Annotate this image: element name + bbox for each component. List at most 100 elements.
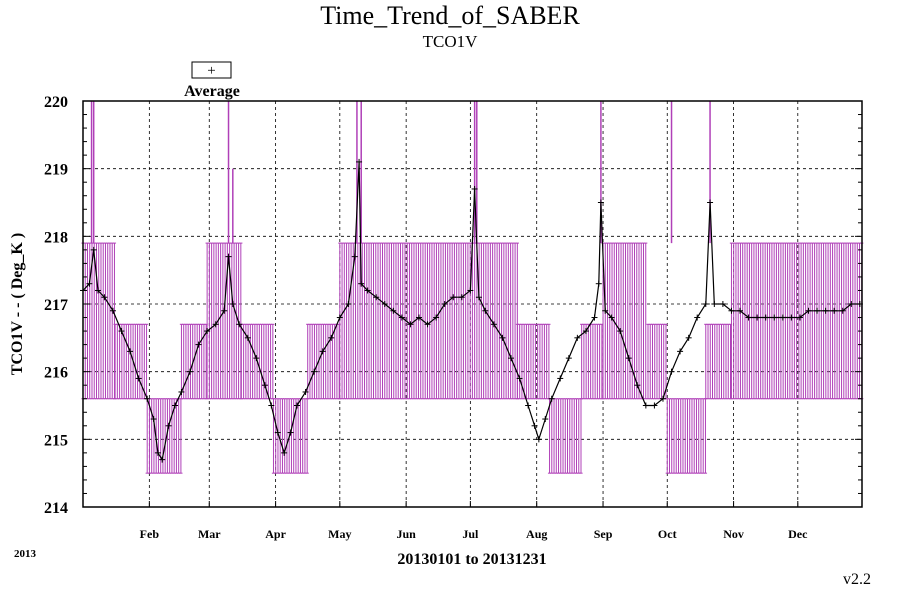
average-point [390,307,397,314]
x-axis-label: 20130101 to 20131231 [397,551,546,568]
average-point [144,395,151,402]
average-point [814,307,821,314]
axes [82,100,863,508]
x-tick-label: Feb [140,527,160,541]
average-point [261,382,268,389]
average-point [281,449,288,456]
average-point [848,301,855,307]
average-point [625,355,632,362]
average-point [187,368,194,375]
legend-symbol: + [207,63,215,79]
y-axis-label: TCO1V - - ( Deg_K ) [9,233,26,375]
average-point [557,375,564,382]
y-tick-label: 217 [44,297,68,314]
average-point [471,185,478,192]
average-point [433,314,440,321]
average-point [642,402,649,409]
year-label: 2013 [14,548,37,560]
average-point [608,314,615,321]
average-line [82,161,860,462]
x-tick-label: Apr [265,527,286,541]
x-tick-label: Aug [526,527,547,541]
average-point [373,294,380,301]
average-point [525,402,532,409]
average-point [542,416,549,423]
average-point [336,314,343,321]
average-point [482,307,489,314]
version-label: v2.2 [843,571,871,588]
average-point [805,307,812,314]
average-point [294,402,301,409]
x-tick-label: Mar [198,527,221,541]
average-point [86,280,93,287]
average-point [154,449,161,456]
average-point [668,368,675,375]
average-point [172,402,179,409]
average-point [118,328,125,335]
average-point [796,314,803,321]
average-point [450,294,457,301]
average-point [381,301,388,307]
x-tick-label: Nov [723,527,744,541]
average-point [516,375,523,382]
average-point [737,307,744,314]
average-point [754,314,761,321]
average-point [719,301,726,307]
average-point [358,280,365,287]
average-point [779,314,786,321]
average-point [831,307,838,314]
x-tick-label: Jun [396,527,416,541]
average-point [253,355,260,362]
average-point [490,321,497,328]
average-point [659,395,666,402]
average-point [127,348,134,355]
average-point [574,334,581,341]
average-point [458,294,465,301]
average-point [109,307,116,314]
average-point [467,287,474,294]
average-point [364,287,371,294]
average-point [548,395,555,402]
average-point [225,253,232,260]
average-point [711,301,718,307]
average-point [685,334,692,341]
x-tick-labels: Feb Mar Apr May Jun Jul Aug Sep Oct Nov Dec [140,527,808,541]
average-point [822,307,829,314]
average-point [745,314,752,321]
average-point [328,334,335,341]
chart-title: Time_Trend_of_SABER [320,1,580,30]
average-point [268,402,275,409]
average-point [274,429,281,436]
legend-box [191,61,232,79]
average-point [839,307,846,314]
average-point [788,314,795,321]
average-point [535,436,542,443]
average-point [582,328,589,335]
average-point [221,307,228,314]
x-tick-label: Jul [462,527,479,541]
average-point [441,301,448,307]
average-point [508,355,515,362]
x-tick-label: May [328,527,351,541]
average-point [287,429,294,436]
average-point [531,422,538,429]
chart-subtitle: TCO1V [423,32,479,51]
average-point [677,348,684,355]
average-point [229,301,236,307]
average-point [135,375,142,382]
average-point [762,314,769,321]
average-point [424,321,431,328]
average-point [302,388,309,395]
average-point [602,307,609,314]
average-point [195,341,202,348]
average-point [94,287,101,294]
average-point [398,314,405,321]
average-point [236,321,243,328]
x-tick-label: Sep [594,527,613,541]
average-point [415,314,422,321]
average-point [345,301,352,307]
average-point [407,321,414,328]
y-tick-label: 215 [44,432,68,449]
average-point [597,199,604,206]
